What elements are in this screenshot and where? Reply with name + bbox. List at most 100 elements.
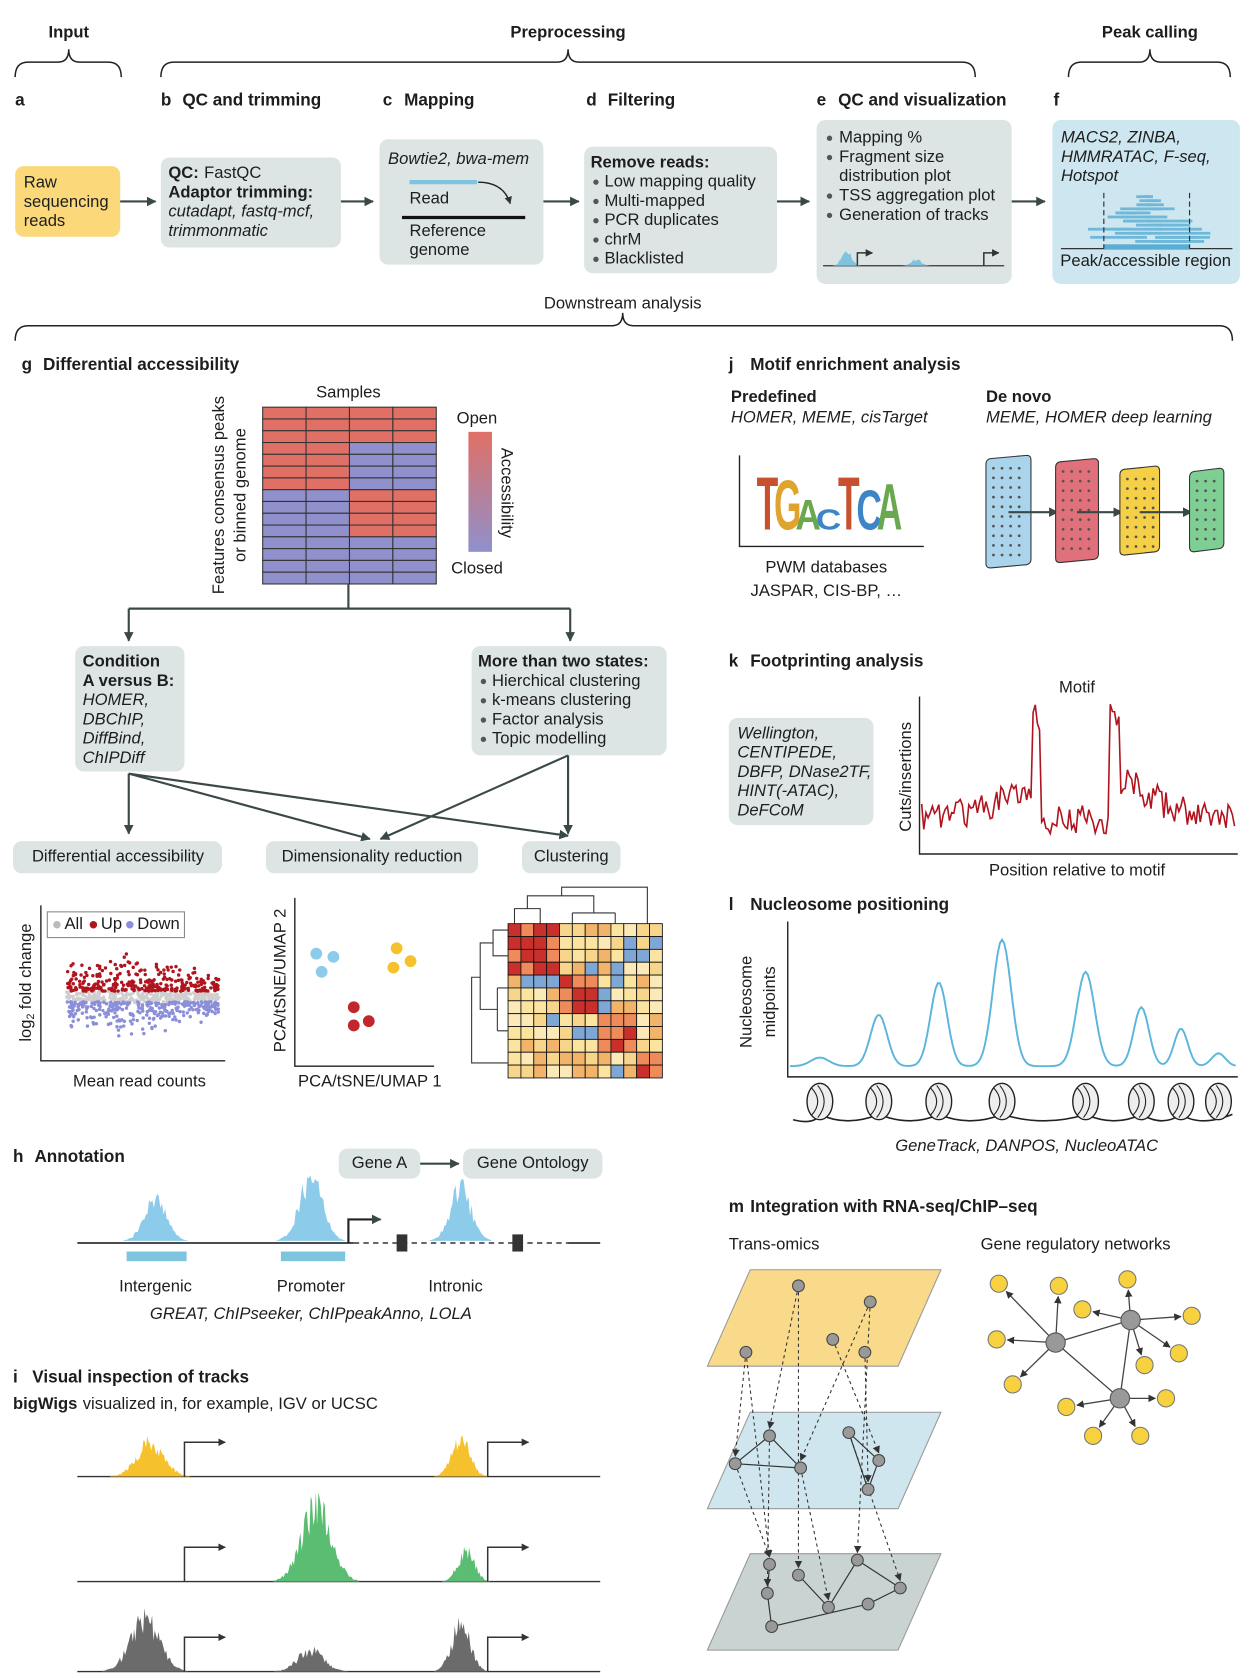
ma-point	[215, 987, 220, 991]
ma-point	[168, 992, 172, 996]
neuron	[1009, 524, 1012, 528]
heatmap-cell	[305, 489, 351, 503]
ma-point	[113, 962, 117, 967]
ma-point	[196, 997, 200, 1002]
heatmap-cell	[392, 524, 437, 538]
cluster-cell	[610, 1026, 625, 1040]
cluster-cell	[610, 1051, 625, 1066]
ma-point	[107, 987, 111, 991]
bullet	[593, 218, 599, 224]
neuron	[1204, 479, 1208, 483]
label: More than two states:	[478, 652, 649, 671]
cluster-point	[346, 1000, 361, 1015]
heatmap-cell	[305, 571, 351, 585]
nucleosome	[806, 1082, 834, 1121]
neuron	[1134, 496, 1138, 500]
ma-point	[112, 988, 116, 992]
ma-point	[162, 972, 166, 976]
ma-point	[91, 988, 95, 992]
read-pile	[1139, 199, 1150, 203]
ma-point	[113, 1011, 117, 1015]
heatmap-cell	[392, 465, 437, 479]
ma-point	[158, 970, 163, 975]
ma-point	[70, 1013, 75, 1017]
node	[872, 1454, 886, 1467]
ma-point	[161, 1000, 166, 1004]
cluster-cell	[559, 1038, 573, 1053]
ma-point	[81, 981, 85, 985]
box	[816, 120, 1012, 284]
box	[75, 646, 185, 772]
label: Hierchical clustering	[492, 671, 640, 690]
ma-point	[108, 959, 113, 964]
cluster-cell	[649, 1026, 663, 1040]
ma-point	[142, 984, 147, 988]
ma-point	[138, 995, 143, 1000]
label: visualized in, for example, IGV or UCSC	[83, 1394, 378, 1413]
label: Blacklisted	[604, 249, 683, 268]
neuron	[992, 505, 995, 509]
ma-point	[211, 980, 216, 985]
ma-point	[154, 965, 159, 969]
ma-point	[171, 1017, 175, 1022]
neuron	[1134, 516, 1138, 519]
panel-letter: c	[383, 89, 393, 109]
label: Motif	[1059, 677, 1095, 696]
nucleosome-wrap	[869, 1085, 884, 1118]
neuron	[1087, 479, 1091, 483]
gene-node	[987, 1330, 1006, 1349]
logo-letter-text: G	[774, 465, 802, 545]
logo-letter: A	[877, 471, 903, 545]
neuron	[1212, 508, 1216, 512]
cluster-cell	[559, 1000, 573, 1015]
regulator-node	[1045, 1332, 1066, 1353]
ma-point	[112, 993, 116, 998]
label: Predefined	[731, 387, 817, 406]
edge	[798, 1574, 829, 1608]
nucleosome-wrap	[929, 1085, 944, 1118]
neuron	[1061, 527, 1065, 531]
cluster-cell	[636, 1064, 650, 1079]
ma-point	[109, 971, 113, 976]
cluster-cell	[597, 1051, 612, 1066]
ma-point	[165, 977, 169, 982]
label: De novo	[986, 387, 1051, 406]
ma-point	[151, 1017, 156, 1021]
read-pile	[1145, 195, 1154, 199]
ma-point	[177, 1019, 182, 1024]
read-pile	[1087, 227, 1133, 231]
logo-letter-text: A	[795, 492, 821, 539]
ma-point	[116, 989, 120, 993]
heatmap-cell	[262, 500, 307, 514]
cluster-cell	[636, 961, 650, 976]
box	[471, 646, 667, 756]
heatmap-cell	[305, 453, 351, 467]
ma-point	[186, 973, 191, 978]
cluster-cell	[520, 1026, 535, 1040]
heatmap-cell	[348, 406, 394, 420]
ma-point	[178, 1009, 182, 1014]
panel-letter: i	[13, 1367, 18, 1387]
ma-point	[130, 996, 134, 1000]
ma-point	[74, 993, 79, 997]
ma-point	[153, 988, 157, 993]
cluster-cell	[610, 948, 625, 963]
ma-point	[85, 973, 89, 978]
ma-point	[186, 991, 191, 995]
read-pile	[1127, 219, 1155, 223]
panel-letter: m	[729, 1196, 744, 1216]
ma-point	[198, 980, 203, 984]
ma-point	[97, 972, 102, 976]
brace	[1067, 49, 1232, 78]
cross-link	[767, 1285, 799, 1430]
ma-point	[125, 993, 130, 997]
ma-point	[118, 1025, 123, 1029]
node	[792, 1568, 805, 1582]
signal-peak	[434, 1435, 488, 1477]
ma-point	[206, 1000, 211, 1005]
heatmap-cell	[262, 536, 307, 550]
edge	[848, 1432, 869, 1490]
ma-point	[109, 1009, 114, 1013]
brace	[160, 49, 976, 78]
